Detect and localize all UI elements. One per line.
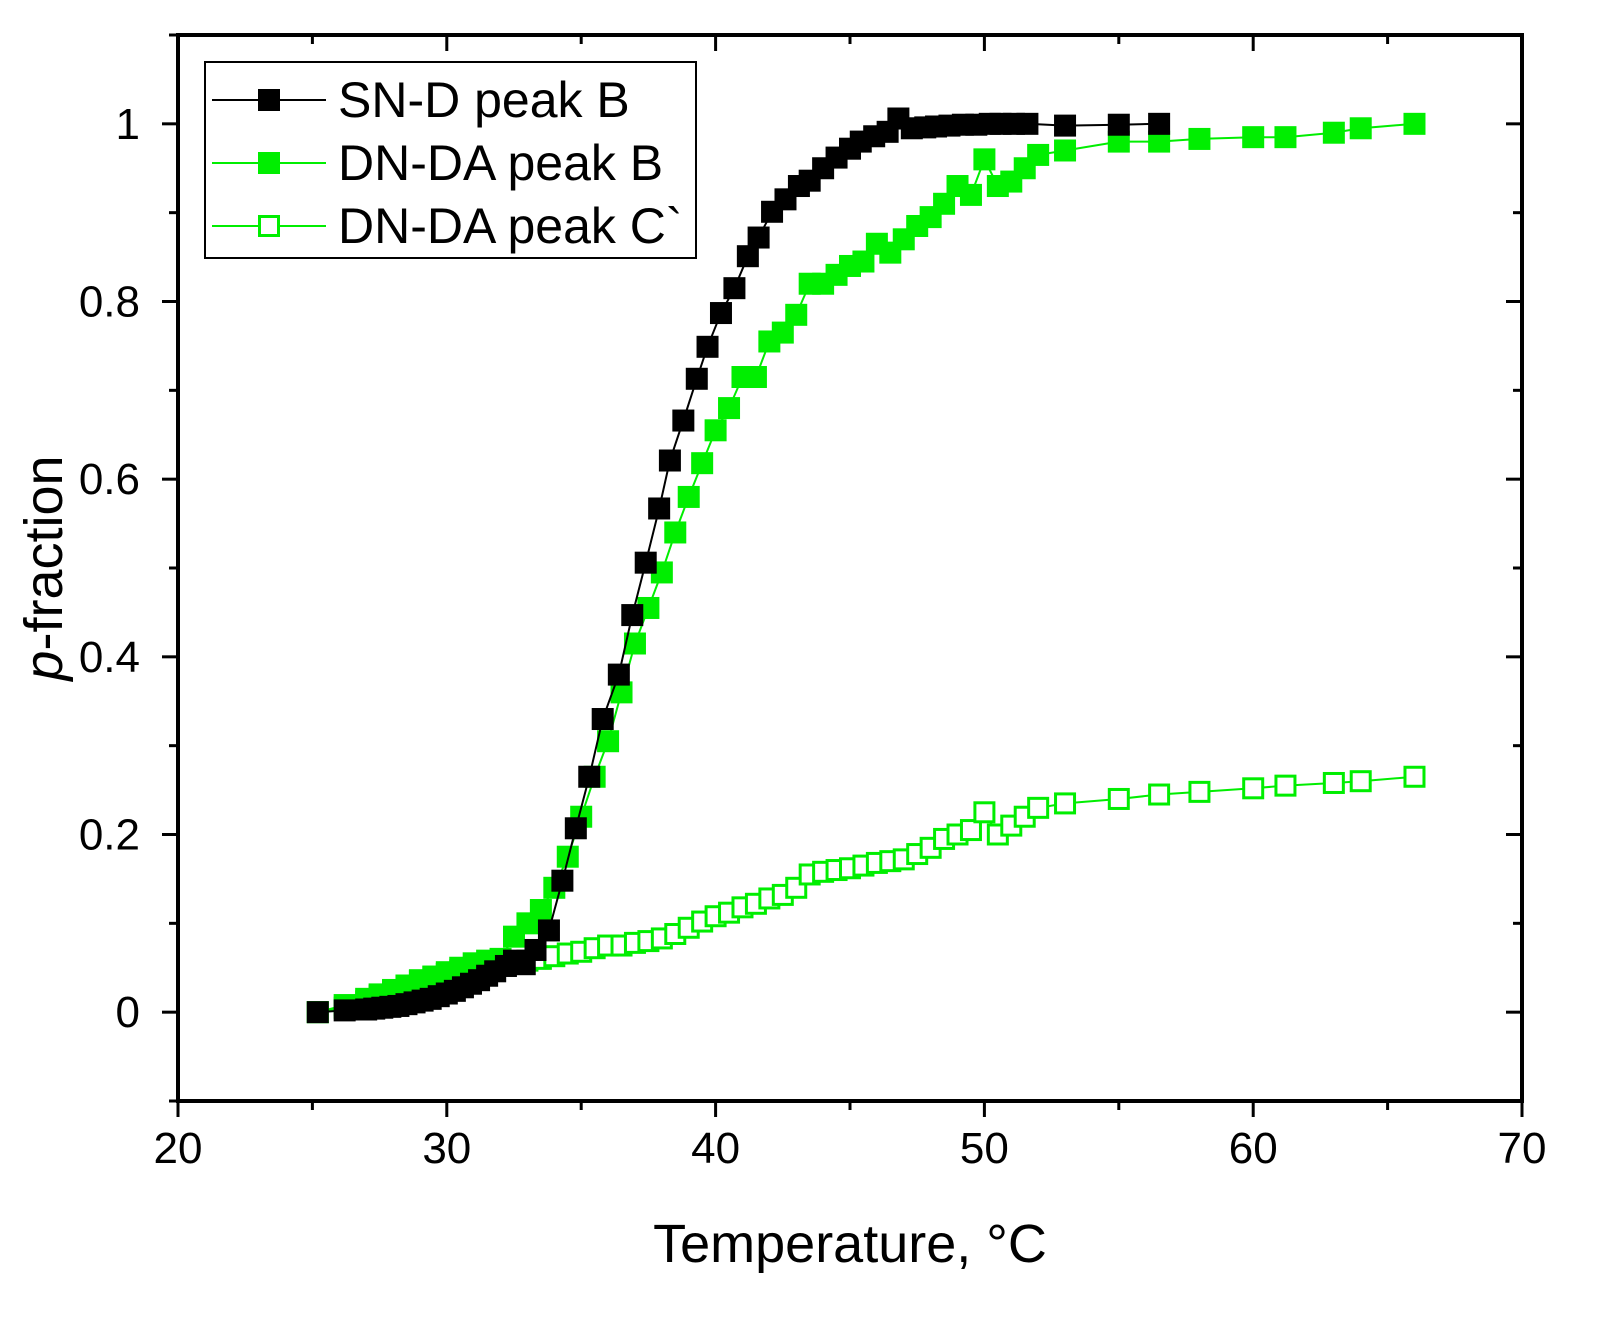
data-point (1349, 770, 1372, 793)
data-point (685, 367, 708, 390)
data-point (591, 708, 614, 731)
y-tick-label: 0.6 (79, 455, 140, 504)
data-point (1027, 143, 1050, 166)
data-point (718, 397, 741, 420)
data-point (1349, 117, 1372, 140)
y-tick-label: 0.4 (79, 633, 140, 682)
legend-marker (258, 152, 280, 174)
data-point (744, 366, 767, 389)
data-point (648, 497, 671, 520)
legend-items: SN-D peak B DN-DA peak B DN-DA peak C` (212, 72, 683, 254)
x-tick-label: 70 (1498, 1124, 1547, 1173)
x-tick-label: 20 (154, 1124, 203, 1173)
data-point (610, 681, 633, 704)
series-layer (306, 107, 1426, 1024)
data-point (1242, 126, 1265, 149)
data-point (597, 730, 620, 753)
series-0 (306, 107, 1171, 1024)
data-point (785, 303, 808, 326)
y-axis-title-suffix: -fraction (14, 455, 74, 650)
tick-layer: 20 30 40 50 60 70 0 0.2 0.4 0.6 0.8 1 (79, 33, 1547, 1173)
legend-label: SN-D peak B (338, 72, 630, 128)
data-point (551, 869, 574, 892)
y-axis-title: p-fraction (14, 455, 74, 682)
data-point (621, 604, 644, 627)
x-tick-label: 60 (1229, 1124, 1278, 1173)
x-axis-title: Temperature, °C (653, 1214, 1047, 1274)
data-point (1148, 112, 1171, 135)
y-tick-label: 1 (116, 100, 140, 149)
data-point (959, 819, 982, 842)
data-point (696, 335, 719, 358)
data-point (747, 226, 770, 249)
data-point (933, 192, 956, 215)
data-point (1027, 796, 1050, 819)
data-point (524, 938, 547, 961)
data-point (1322, 121, 1345, 144)
data-point (704, 419, 727, 442)
y-axis-title-symbol: p (14, 651, 74, 683)
data-point (973, 148, 996, 171)
data-point (333, 999, 356, 1022)
legend-item: DN-DA peak B (212, 135, 663, 191)
data-point (306, 1001, 329, 1024)
data-point (1274, 126, 1297, 149)
data-point (529, 899, 552, 922)
data-point (771, 321, 794, 344)
data-point (607, 663, 630, 686)
data-point (1054, 114, 1077, 137)
data-point (973, 801, 996, 824)
y-tick-label: 0.2 (79, 811, 140, 860)
x-tick-label: 50 (960, 1124, 1009, 1173)
data-point (658, 449, 681, 472)
x-tick-label: 40 (691, 1124, 740, 1173)
data-point (959, 183, 982, 206)
data-point (537, 919, 560, 942)
data-point (1054, 139, 1077, 162)
data-point (634, 551, 657, 574)
data-point (1107, 130, 1130, 153)
data-point (1188, 780, 1211, 803)
legend-label: DN-DA peak C` (338, 198, 683, 254)
data-point (1016, 112, 1039, 135)
data-point (1403, 112, 1426, 135)
data-point (677, 485, 700, 508)
data-point (691, 452, 714, 475)
data-point (1148, 783, 1171, 806)
data-point (1107, 113, 1130, 136)
legend: SN-D peak B DN-DA peak B DN-DA peak C` (204, 61, 697, 259)
data-point (1148, 130, 1171, 153)
data-point (1054, 792, 1077, 815)
legend-marker (258, 215, 280, 237)
legend-item: SN-D peak B (212, 72, 630, 128)
data-point (578, 765, 601, 788)
data-point (709, 302, 732, 325)
data-point (664, 521, 687, 544)
data-point (723, 277, 746, 300)
legend-marker (258, 89, 280, 111)
data-point (1107, 787, 1130, 810)
data-point (852, 250, 875, 273)
y-tick-label: 0.8 (79, 278, 140, 327)
y-tick-label: 0 (116, 988, 140, 1037)
data-point (1322, 771, 1345, 794)
data-point (736, 245, 759, 268)
legend-label: DN-DA peak B (338, 135, 663, 191)
legend-item: DN-DA peak C` (212, 198, 683, 254)
data-point (564, 817, 587, 840)
data-point (623, 632, 646, 655)
data-point (1242, 777, 1265, 800)
x-tick-label: 30 (422, 1124, 471, 1173)
data-point (672, 409, 695, 432)
data-point (1188, 127, 1211, 150)
data-point (1403, 765, 1426, 788)
data-point (1274, 774, 1297, 797)
